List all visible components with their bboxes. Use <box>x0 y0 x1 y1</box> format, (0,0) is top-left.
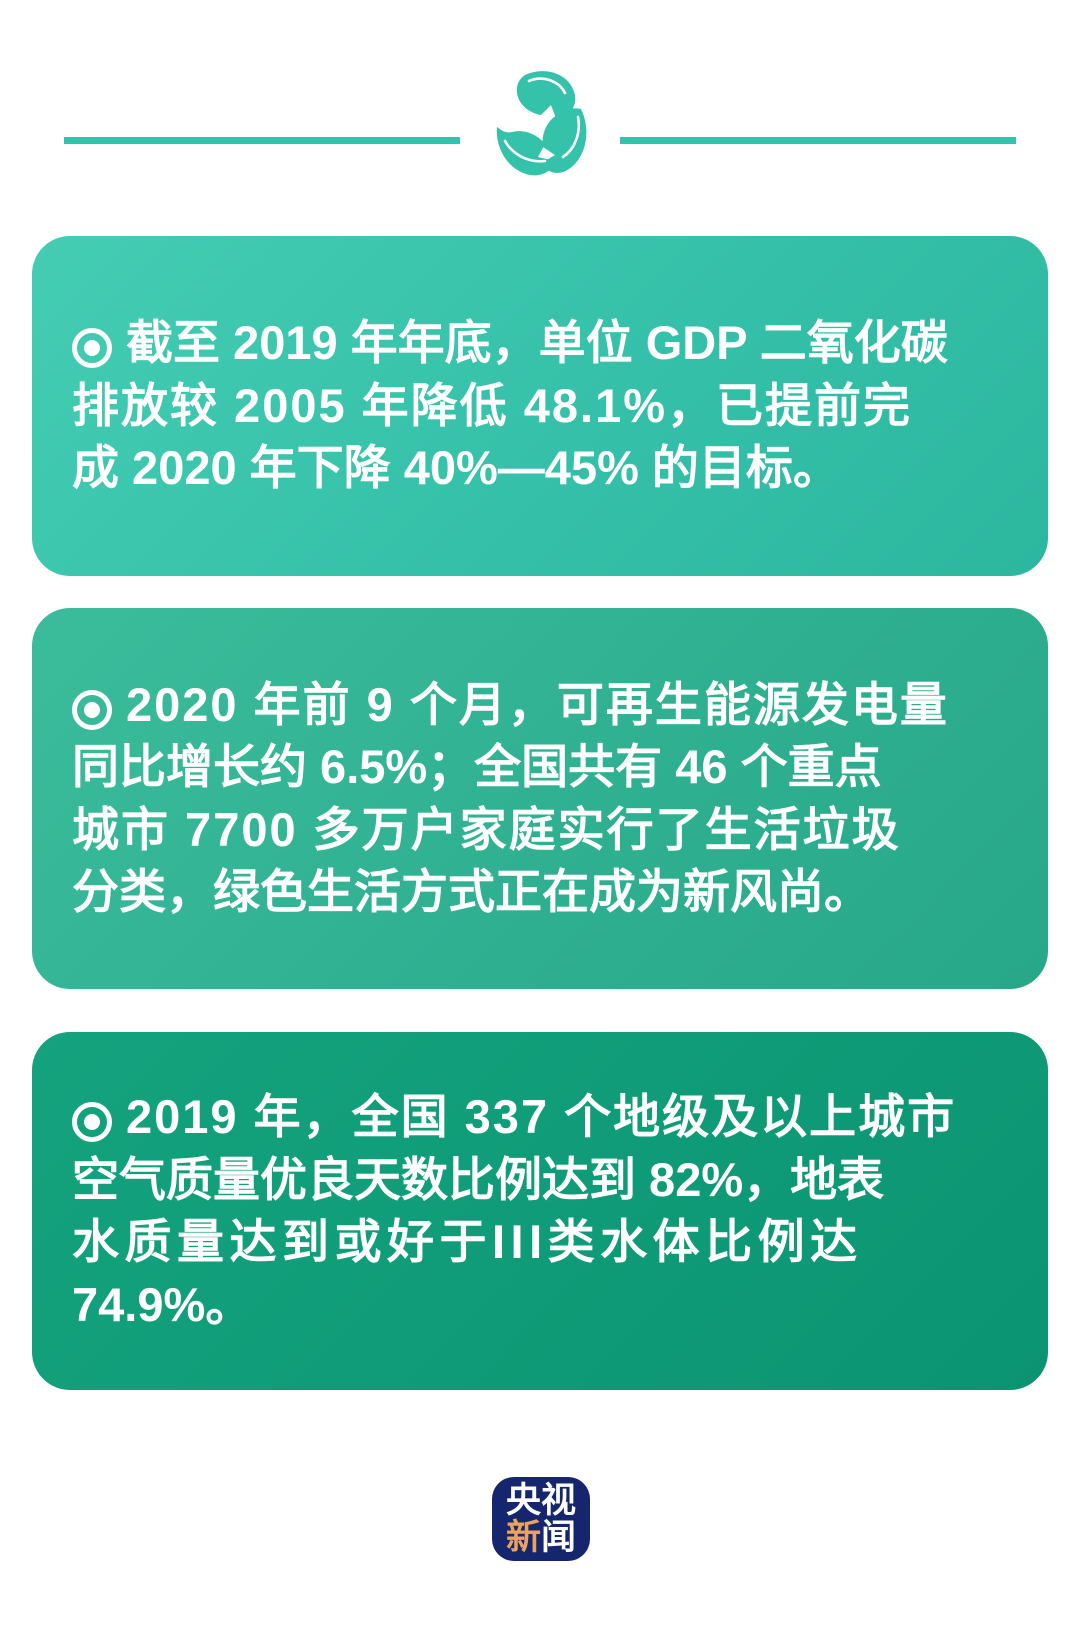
logo-char-yang: 央 <box>505 1481 541 1520</box>
card-2-line-2: 同比增长约 6.5%；全国共有 46 个重点 <box>72 740 882 793</box>
card-1-line-2: 排放较 2005 年降低 48.1%，已提前完 <box>72 378 912 432</box>
card-2-line-3: 城市 7700 多万户家庭实行了生活垃圾 <box>72 802 901 856</box>
stat-card-3: 2019 年，全国 337 个地级及以上城市 空气质量优良天数比例达到 82%，… <box>32 1032 1048 1390</box>
logo-char-wen: 闻 <box>541 1518 577 1557</box>
bullet-icon <box>72 328 112 369</box>
bullet-icon <box>72 689 112 730</box>
card-1-line-3: 成 2020 年下降 40%—45% 的目标。 <box>72 441 840 495</box>
card-1-line-1-row: 截至 2019 年年底，单位 GDP 二氧化碳 <box>72 312 1008 375</box>
card-3-line-2: 空气质量优良天数比例达到 82%，地表 <box>72 1152 885 1206</box>
card-2-line-1: 2020 年前 9 个月，可再生能源发电量 <box>126 677 949 731</box>
logo-line-1: 央 视 <box>506 1483 576 1518</box>
logo-char-shi: 视 <box>541 1481 577 1520</box>
card-2-line-4: 分类，绿色生活方式正在成为新风尚。 <box>72 865 871 918</box>
stat-card-2: 2020 年前 9 个月，可再生能源发电量 同比增长约 6.5%；全国共有 46… <box>32 608 1048 989</box>
stat-card-1: 截至 2019 年年底，单位 GDP 二氧化碳 排放较 2005 年降低 48.… <box>32 236 1048 576</box>
recycling-leaves-emblem <box>480 60 600 220</box>
card-3-line-1: 2019 年，全国 337 个地级及以上城市 <box>126 1090 957 1143</box>
header-decoration <box>0 60 1080 220</box>
card-3-line-4: 74.9%。 <box>72 1277 253 1331</box>
logo-char-xin: 新 <box>505 1518 541 1557</box>
header-rule-right <box>620 136 1016 144</box>
card-1-line-1: 截至 2019 年年底，单位 GDP 二氧化碳 <box>126 316 948 370</box>
card-2-line-1-row: 2020 年前 9 个月，可再生能源发电量 <box>72 674 1008 737</box>
bullet-icon <box>72 1102 112 1142</box>
card-3-line-1-row: 2019 年，全国 337 个地级及以上城市 <box>72 1086 1008 1149</box>
logo-line-2: 新 闻 <box>506 1520 576 1555</box>
card-3-line-3: 水质量达到或好于III类水体比例达 <box>72 1215 863 1268</box>
header-rule-left <box>64 136 460 144</box>
cctv-news-logo[interactable]: 央 视 新 闻 <box>492 1477 590 1561</box>
